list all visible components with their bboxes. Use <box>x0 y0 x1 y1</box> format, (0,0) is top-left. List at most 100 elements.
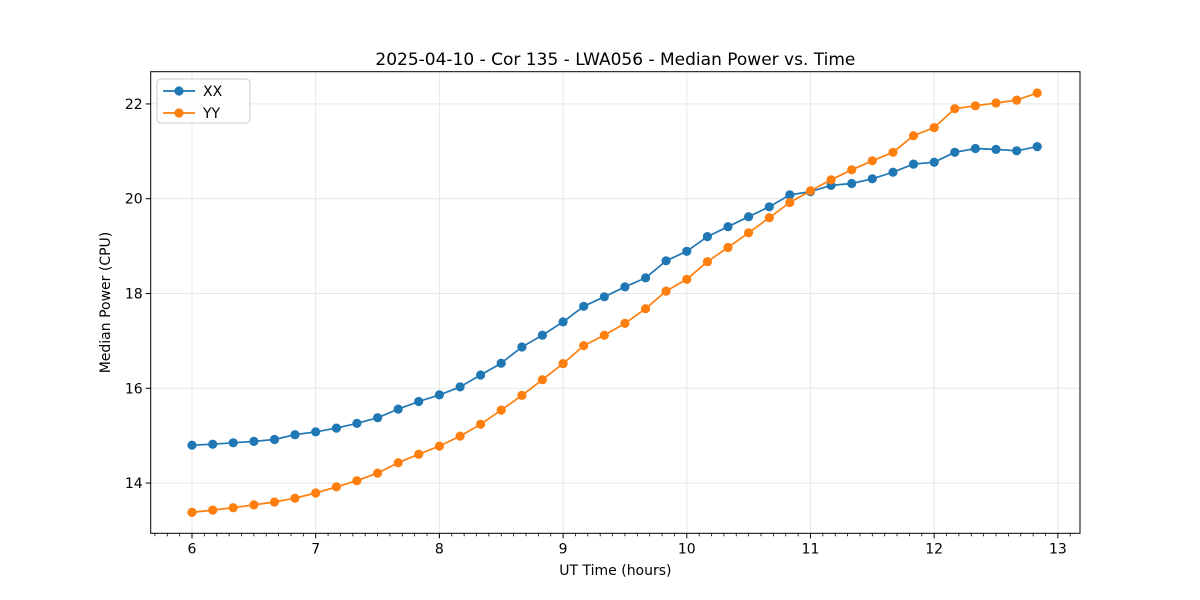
data-point-yy <box>888 147 898 157</box>
data-point-xx <box>373 413 383 423</box>
legend-label-yy: YY <box>202 106 221 122</box>
data-point-yy <box>682 274 692 284</box>
data-point-xx <box>558 317 568 327</box>
legend-marker-yy <box>174 108 184 118</box>
data-point-yy <box>929 123 939 133</box>
data-point-yy <box>558 359 568 369</box>
legend-marker-xx <box>174 86 184 96</box>
data-point-yy <box>414 449 424 459</box>
data-point-yy <box>537 375 548 385</box>
data-point-xx <box>434 390 444 400</box>
data-point-yy <box>641 304 651 314</box>
legend: XX YY <box>156 78 251 124</box>
data-point-yy <box>723 242 733 253</box>
data-point-yy <box>1012 95 1022 105</box>
data-point-xx <box>970 143 981 154</box>
data-point-yy <box>373 468 383 478</box>
x-tick-label: 7 <box>311 541 320 557</box>
data-point-yy <box>352 476 362 486</box>
data-point-yy <box>579 341 589 351</box>
y-tick-label: 18 <box>125 286 143 302</box>
data-point-yy <box>228 503 238 513</box>
y-tick-label: 22 <box>125 97 143 113</box>
data-point-xx <box>537 330 548 340</box>
data-point-xx <box>393 404 403 414</box>
data-point-xx <box>785 190 795 200</box>
data-point-xx <box>764 202 774 212</box>
series-line-yy <box>191 92 1038 514</box>
data-point-yy <box>661 286 671 296</box>
data-point-yy <box>249 500 259 510</box>
data-point-yy <box>991 98 1001 108</box>
plot-border <box>150 71 1081 534</box>
x-tick-label: 11 <box>802 541 820 557</box>
x-tick-label: 8 <box>435 541 444 557</box>
data-point-xx <box>723 222 733 232</box>
data-point-yy <box>1032 88 1042 98</box>
data-point-yy <box>269 497 280 507</box>
data-point-yy <box>764 213 774 223</box>
data-point-xx <box>702 232 713 242</box>
data-point-xx <box>455 382 465 392</box>
series-xx <box>187 142 1042 450</box>
data-point-xx <box>579 301 589 311</box>
data-point-yy <box>620 318 630 328</box>
grid <box>150 71 1080 534</box>
x-axis-label: UT Time (hours) <box>559 563 671 579</box>
data-point-xx <box>682 246 692 256</box>
data-point-yy <box>867 156 877 166</box>
x-tick-label: 13 <box>1049 541 1067 557</box>
data-point-yy <box>702 257 713 267</box>
legend-item-yy: YY <box>163 106 221 122</box>
data-point-yy <box>599 330 609 340</box>
data-point-xx <box>517 342 527 352</box>
data-point-xx <box>744 212 754 222</box>
data-point-xx <box>599 292 609 302</box>
data-point-xx <box>641 273 651 283</box>
data-point-yy <box>455 431 465 441</box>
data-point-xx <box>950 147 960 157</box>
data-point-xx <box>331 423 341 433</box>
data-point-yy <box>187 507 197 517</box>
data-point-yy <box>785 197 795 208</box>
data-point-xx <box>311 427 321 437</box>
data-point-yy <box>908 131 919 141</box>
y-tick-label: 16 <box>125 381 143 397</box>
data-point-xx <box>208 439 218 449</box>
y-tick-label: 20 <box>125 192 143 208</box>
data-point-xx <box>661 256 671 266</box>
data-point-yy <box>826 175 836 185</box>
data-point-xx <box>888 167 898 177</box>
data-point-xx <box>228 438 238 448</box>
y-tick-label: 14 <box>125 476 143 492</box>
series-line-xx <box>191 145 1038 447</box>
series <box>187 88 1042 517</box>
data-point-xx <box>847 178 857 189</box>
data-point-yy <box>744 228 754 238</box>
data-point-xx <box>1032 142 1042 152</box>
x-tick-label: 10 <box>678 541 696 557</box>
data-point-xx <box>290 430 300 440</box>
data-point-xx <box>476 370 486 380</box>
data-point-yy <box>476 419 486 429</box>
data-point-yy <box>311 488 321 498</box>
y-axis-label: Median Power (CPU) <box>98 232 114 374</box>
data-point-xx <box>414 396 424 407</box>
data-point-xx <box>929 157 939 167</box>
data-point-xx <box>187 440 197 450</box>
x-tick-label: 12 <box>925 541 943 557</box>
data-point-yy <box>393 458 403 468</box>
data-point-xx <box>1012 146 1022 156</box>
data-point-yy <box>847 165 857 175</box>
data-point-xx <box>352 418 362 428</box>
data-point-xx <box>496 358 506 368</box>
data-point-yy <box>331 482 341 492</box>
data-point-yy <box>290 493 300 503</box>
data-point-xx <box>620 282 630 292</box>
x-tick-label: 6 <box>188 541 197 557</box>
data-point-yy <box>517 390 527 400</box>
legend-label-xx: XX <box>203 84 223 100</box>
data-point-xx <box>249 436 259 446</box>
